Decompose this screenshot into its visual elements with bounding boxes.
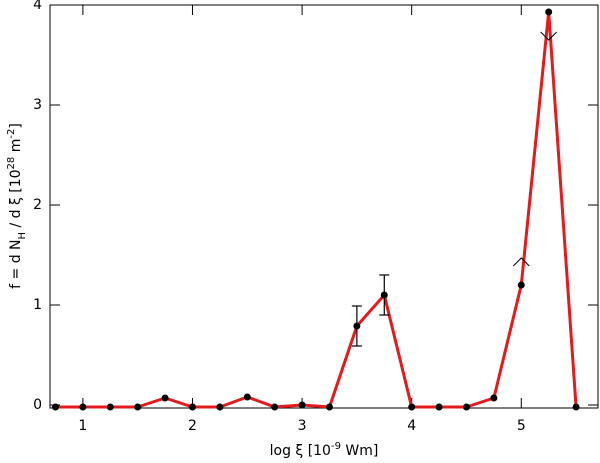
x-tick-label: 5	[517, 418, 526, 434]
ylabel-part: / d ξ [10	[8, 169, 24, 232]
x-tick-label: 1	[78, 418, 87, 434]
ylabel-part: H	[17, 232, 28, 240]
plot-frame	[49, 4, 599, 409]
y-tick-label: 3	[33, 97, 42, 113]
data-point	[353, 322, 361, 330]
xlabel-part: Wm]	[341, 443, 378, 459]
data-point	[79, 403, 87, 411]
data-point	[462, 403, 470, 411]
data-point	[298, 401, 306, 409]
data-point	[243, 393, 251, 401]
data-point	[408, 403, 416, 411]
data-line	[55, 10, 578, 409]
data-point	[51, 403, 59, 411]
data-point	[517, 281, 525, 289]
data-point	[134, 403, 142, 411]
data-point	[188, 403, 196, 411]
data-point	[325, 403, 333, 411]
ylabel-part: 28	[6, 157, 17, 170]
data-point	[161, 394, 169, 402]
x-tick-label: 2	[188, 418, 197, 434]
xlabel-part: -9	[331, 441, 341, 452]
limit-arrow	[512, 257, 530, 267]
x-tick-label: 4	[407, 418, 416, 434]
y-tick-label: 0	[33, 397, 42, 413]
xlabel: log ξ [10-9 Wm]	[270, 441, 379, 460]
ylabel-part: ]	[8, 123, 24, 128]
y-tick-label: 4	[33, 0, 42, 13]
ylabel: f = d NH / d ξ [1028 m-2]	[6, 123, 28, 289]
ylabel-part: f = d N	[8, 239, 24, 288]
limit-arrow	[540, 31, 558, 41]
data-point	[545, 8, 553, 16]
xlabel-part: log ξ [10	[270, 443, 331, 459]
ylabel-part: -2	[6, 129, 17, 139]
data-point	[106, 403, 114, 411]
y-tick-label: 1	[33, 297, 42, 313]
data-point	[572, 403, 580, 411]
ylabel-part: m	[8, 139, 24, 157]
data-point	[435, 403, 443, 411]
data-point	[380, 291, 388, 299]
y-tick-label: 2	[33, 197, 42, 213]
data-point	[490, 394, 498, 402]
data-point	[216, 403, 224, 411]
x-tick-label: 3	[298, 418, 307, 434]
data-point	[271, 403, 279, 411]
